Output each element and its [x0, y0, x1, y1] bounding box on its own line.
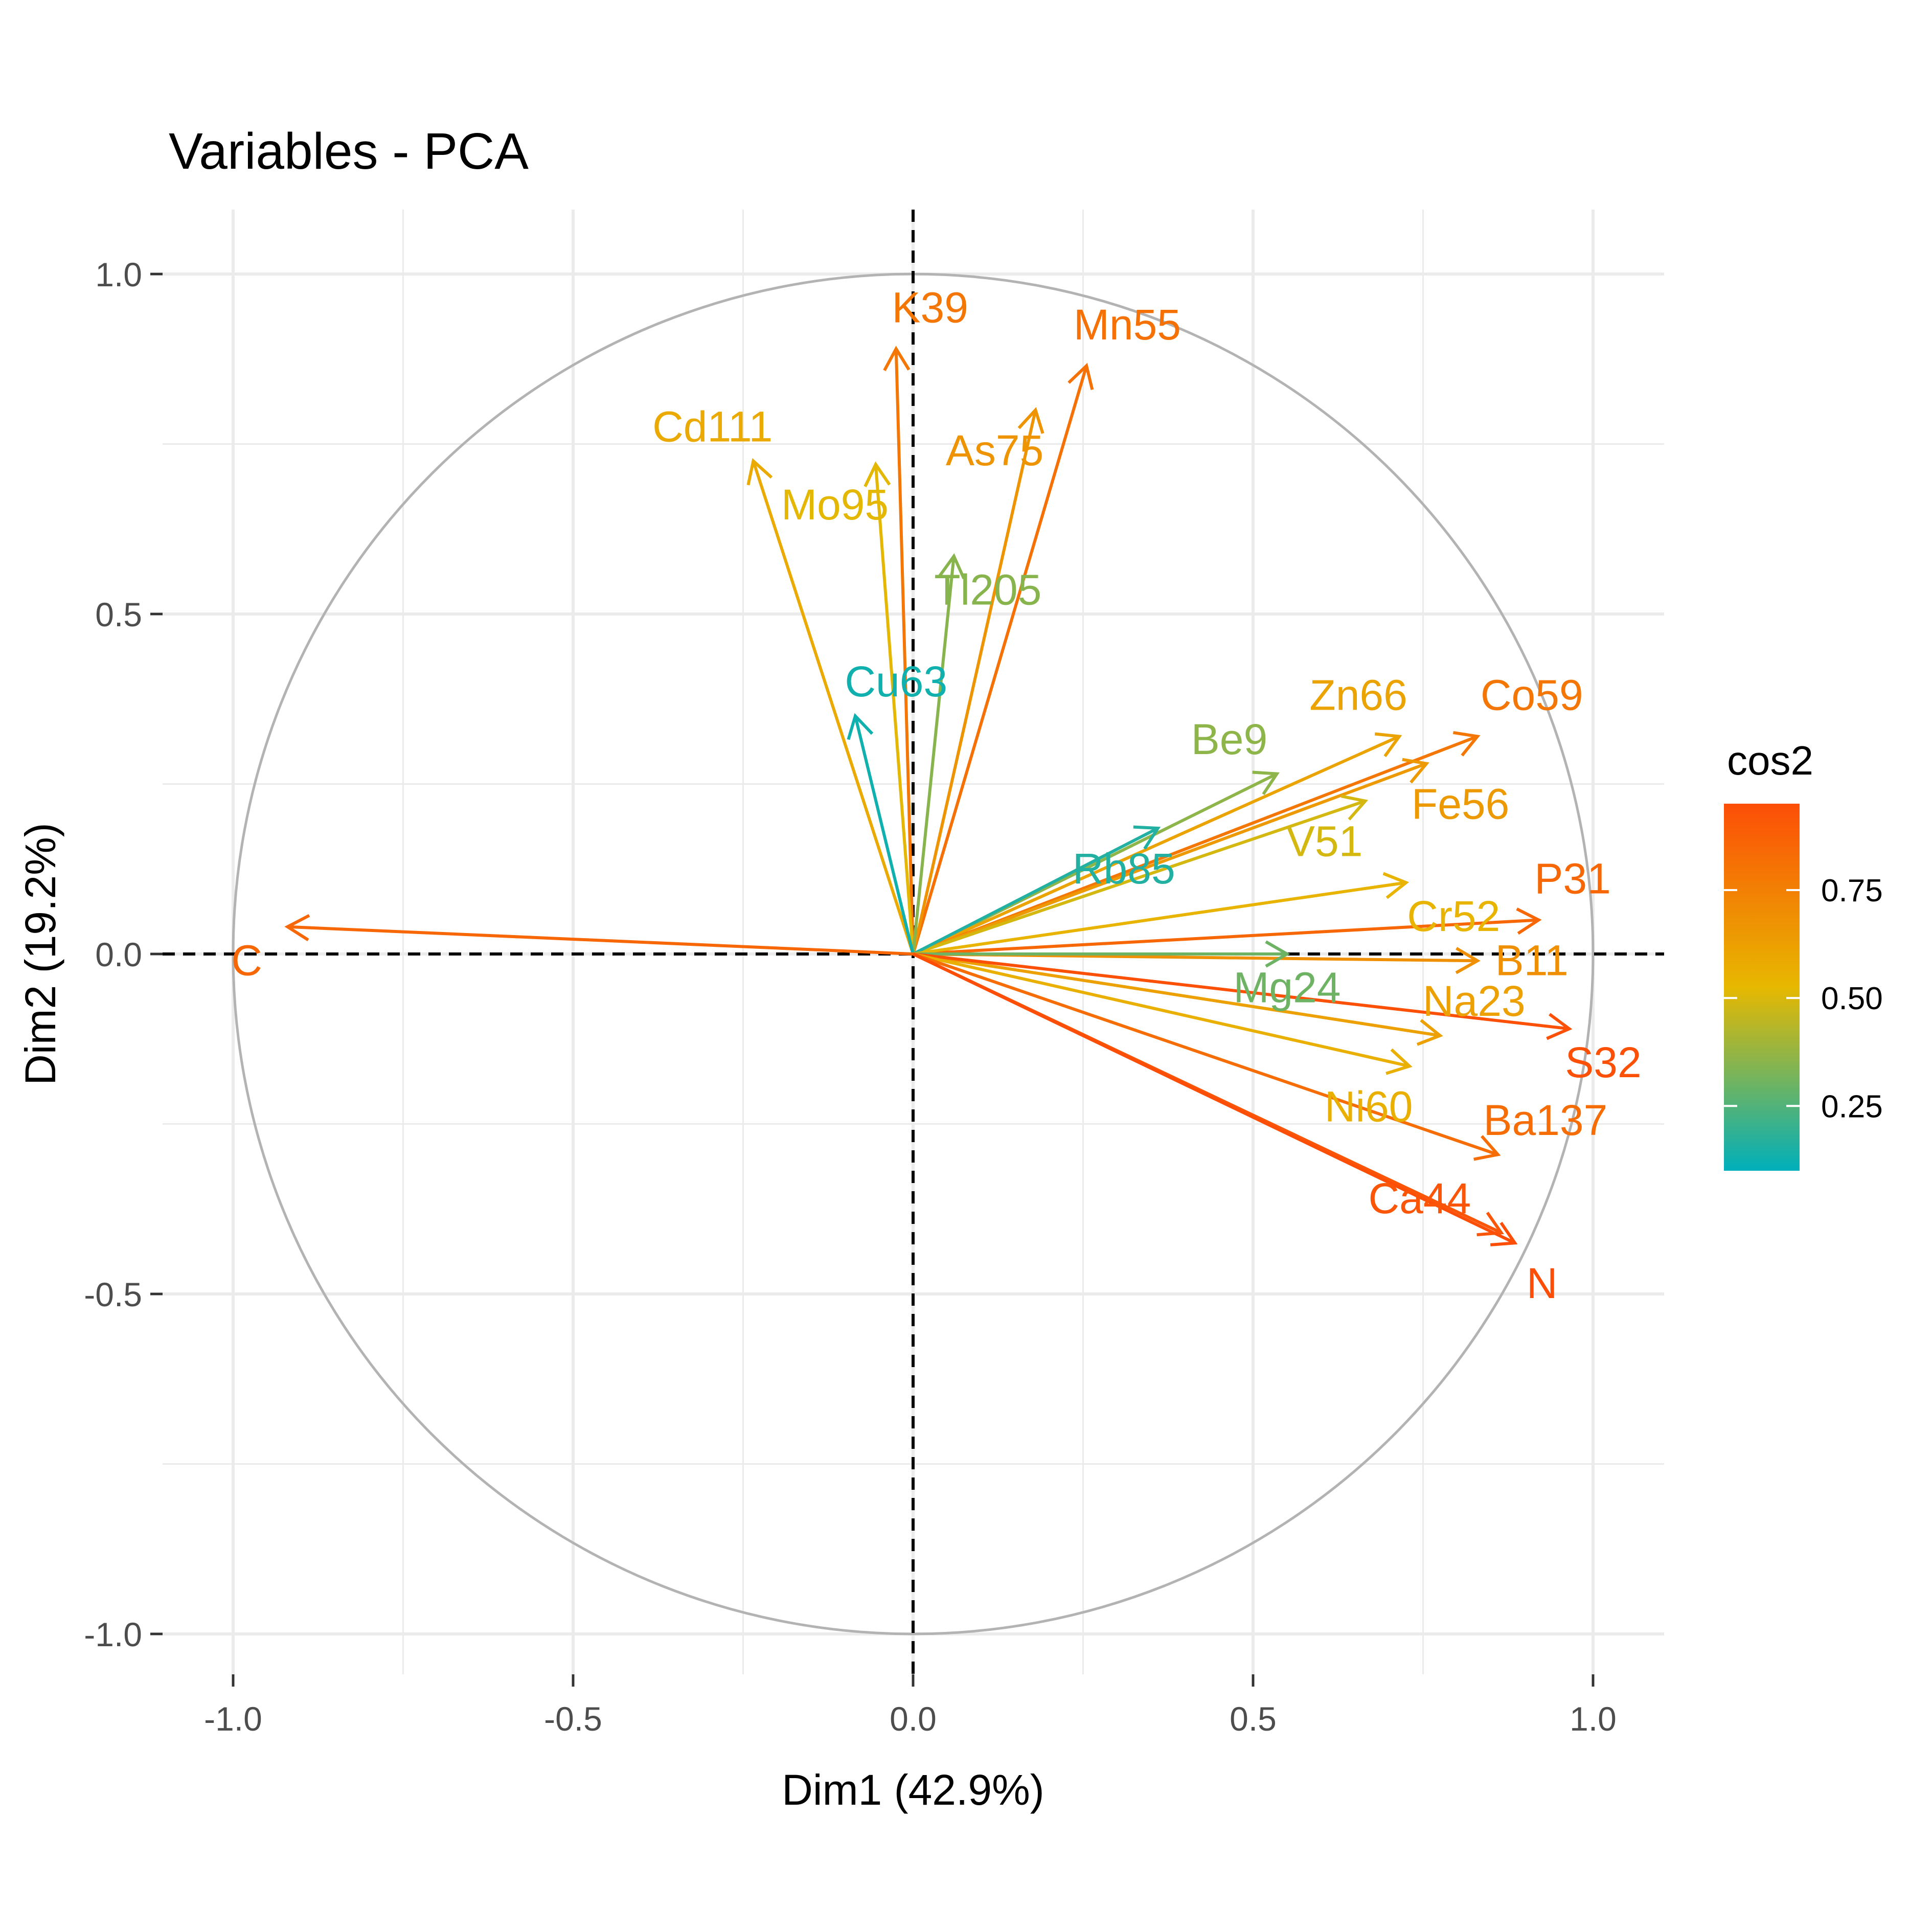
x-tick-label: -1.0 [204, 1700, 262, 1738]
variable-label-ni60: Ni60 [1325, 1082, 1413, 1130]
arrowhead-p31 [1516, 907, 1542, 935]
x-axis-label: Dim1 (42.9%) [782, 1766, 1044, 1814]
arrowhead-cr52 [1382, 872, 1410, 899]
variable-label-n: N [1527, 1259, 1558, 1307]
arrowhead-rb85 [1133, 825, 1161, 850]
variable-label-tl205: Tl205 [934, 565, 1041, 613]
arrow-c [287, 925, 914, 956]
arrowhead-as75 [1017, 407, 1044, 434]
arrowhead-c [284, 914, 310, 942]
legend-tick-label: 0.75 [1821, 873, 1883, 908]
arrow-as75 [912, 410, 1037, 954]
arrowhead-co59 [1453, 731, 1481, 757]
arrow-fe56 [912, 762, 1427, 956]
arrow-n [912, 952, 1516, 1244]
y-tick-label: 1.0 [95, 256, 142, 293]
legend-colorbar [1724, 804, 1800, 1171]
variable-label-mo95: Mo95 [781, 481, 889, 529]
variable-label-be9: Be9 [1191, 715, 1267, 763]
variable-label-cr52: Cr52 [1407, 892, 1500, 940]
y-tick-label: 0.0 [95, 936, 142, 973]
variable-label-zn66: Zn66 [1309, 671, 1407, 719]
variable-arrows [284, 346, 1573, 1246]
variable-labels: K39 Mn55 Cd111 As75 Mo95 Tl205 Cu63 Be9 Zn66 Co59… [231, 284, 1641, 1308]
arrow-zn66 [912, 735, 1400, 956]
variable-label-ca44: Ca44 [1368, 1174, 1471, 1222]
arrowhead-cu63 [847, 713, 874, 740]
variable-label-as75: As75 [946, 426, 1043, 474]
plot-panel: K39 Mn55 Cd111 As75 Mo95 Tl205 Cu63 Be9 Zn66 Co59… [163, 210, 1664, 1674]
arrow-mn55 [912, 365, 1088, 954]
arrowhead-be9 [1252, 770, 1280, 795]
arrowhead-n [1490, 1221, 1518, 1246]
arrowhead-fe56 [1402, 758, 1429, 784]
arrow-k39 [894, 349, 915, 954]
arrow-s32 [913, 952, 1570, 1031]
y-tick-label: 0.5 [95, 596, 142, 633]
variable-label-mn55: Mn55 [1074, 301, 1181, 349]
chart-title: Variables - PCA [169, 123, 529, 180]
cos2-legend: cos2 0.25 0.50 0.75 [1724, 738, 1883, 1171]
arrow-ba137 [913, 952, 1498, 1156]
arrow-ni60 [913, 952, 1410, 1068]
arrowhead-b11 [1455, 947, 1481, 974]
variable-label-rb85: Rb85 [1073, 845, 1175, 893]
arrowhead-tl205 [938, 553, 966, 579]
axes: -1.0 -0.5 0.0 0.5 1.0 -1.0 -0.5 0.0 0.5 1.0 [84, 256, 1617, 1738]
arrowhead-ni60 [1385, 1048, 1413, 1075]
variable-label-c: C [231, 936, 262, 984]
variable-label-s32: S32 [1565, 1038, 1641, 1086]
variable-label-ba137: Ba137 [1483, 1096, 1607, 1144]
x-tick-label: 0.0 [890, 1700, 937, 1738]
arrowhead-k39 [883, 346, 911, 371]
variable-label-v51: V51 [1286, 817, 1362, 866]
arrowhead-cd111 [746, 458, 773, 486]
x-tick-label: 0.5 [1230, 1700, 1277, 1738]
legend-title: cos2 [1727, 738, 1813, 783]
legend-tick-label: 0.25 [1821, 1089, 1883, 1124]
arrowhead-v51 [1340, 794, 1369, 821]
x-tick-label: -0.5 [544, 1700, 602, 1738]
arrow-v51 [913, 799, 1366, 956]
variable-label-cu63: Cu63 [845, 657, 947, 706]
arrow-na23 [913, 952, 1441, 1037]
variable-label-k39: K39 [892, 284, 968, 332]
arrowhead-ca44 [1476, 1212, 1504, 1237]
arrowhead-mo95 [863, 461, 891, 487]
variable-label-co59: Co59 [1481, 671, 1583, 719]
arrowhead-s32 [1546, 1013, 1573, 1040]
variable-label-na23: Na23 [1423, 977, 1526, 1025]
variable-label-b11: B11 [1495, 936, 1569, 984]
y-axis-label: Dim2 (19.2%) [16, 823, 64, 1085]
arrow-cr52 [913, 881, 1406, 956]
arrow-cd111 [752, 460, 915, 954]
arrow-tl205 [912, 556, 956, 954]
arrowhead-zn66 [1374, 732, 1402, 758]
arrow-mo95 [874, 464, 915, 954]
arrowhead-mn55 [1067, 362, 1094, 390]
arrowhead-ba137 [1473, 1135, 1501, 1161]
arrow-rb85 [912, 827, 1159, 956]
variable-label-mg24: Mg24 [1233, 964, 1340, 1012]
arrow-cu63 [854, 715, 915, 954]
arrowhead-mg24 [1265, 940, 1290, 968]
y-tick-label: -1.0 [84, 1616, 142, 1653]
variable-label-cd111: Cd111 [652, 402, 772, 450]
variable-label-fe56: Fe56 [1412, 780, 1509, 828]
arrow-p31 [913, 918, 1539, 956]
arrowhead-na23 [1416, 1019, 1443, 1046]
variable-label-p31: P31 [1534, 855, 1610, 903]
y-tick-label: -0.5 [84, 1276, 142, 1313]
x-tick-label: 1.0 [1570, 1700, 1617, 1738]
legend-tick-label: 0.50 [1821, 981, 1883, 1016]
